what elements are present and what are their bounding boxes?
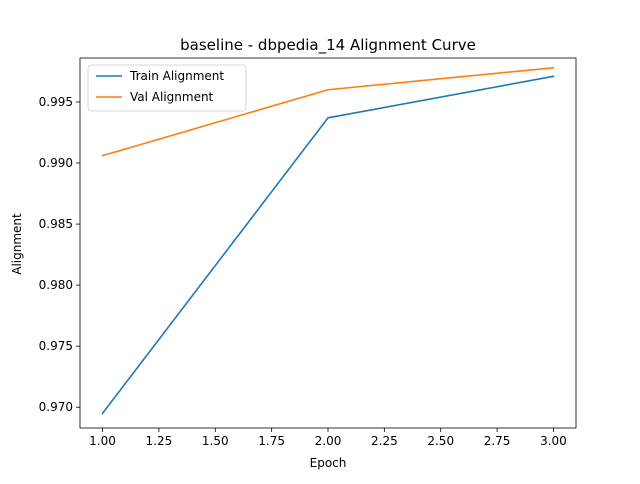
x-tick-label: 2.00 <box>315 434 342 448</box>
x-tick-label: 2.75 <box>484 434 511 448</box>
x-tick-label: 2.50 <box>427 434 454 448</box>
series-line-1 <box>101 66 555 157</box>
x-tick-label: 1.75 <box>258 434 285 448</box>
y-tick-label: 0.980 <box>39 278 73 292</box>
series-layer <box>101 66 555 415</box>
y-tick-label: 0.985 <box>39 217 73 231</box>
x-tick-label: 3.00 <box>540 434 567 448</box>
legend-entry: Val Alignment <box>96 90 214 104</box>
y-axis-label: Alignment <box>10 213 24 275</box>
x-tick-label: 1.00 <box>89 434 116 448</box>
series-line-0 <box>101 75 555 415</box>
x-axis-label: Epoch <box>310 456 347 470</box>
chart-title: baseline - dbpedia_14 Alignment Curve <box>180 36 476 55</box>
x-tick-label: 2.25 <box>371 434 398 448</box>
x-tick-label: 1.25 <box>146 434 173 448</box>
legend: Train Alignment Val Alignment <box>87 64 247 112</box>
y-tick-label: 0.970 <box>39 400 73 414</box>
y-tick-label: 0.990 <box>39 156 73 170</box>
legend-entry: Train Alignment <box>96 69 224 83</box>
y-tick-label: 0.975 <box>39 339 73 353</box>
legend-label: Val Alignment <box>130 90 214 104</box>
legend-label: Train Alignment <box>129 69 224 83</box>
y-tick-label: 0.995 <box>39 95 73 109</box>
x-tick-label: 1.50 <box>202 434 229 448</box>
y-axis: 0.970 0.975 0.980 0.985 0.990 0.995 <box>39 95 80 414</box>
legend-box <box>87 64 247 112</box>
x-axis: 1.00 1.25 1.50 1.75 2.00 2.25 2.50 2.75 3.00 <box>89 428 567 448</box>
